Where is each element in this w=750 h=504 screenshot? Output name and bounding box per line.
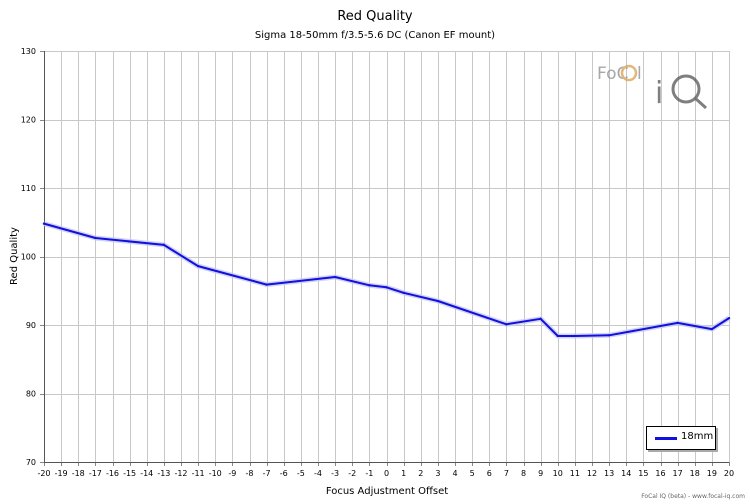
x-tick-label: -7 [263, 469, 271, 478]
data-point [42, 222, 46, 225]
y-tick-label: 110 [21, 184, 36, 193]
x-tick-label: 5 [470, 469, 475, 478]
x-tick-label: -8 [246, 469, 254, 478]
x-tick-label: 11 [570, 469, 580, 478]
data-point [265, 283, 268, 286]
x-tick-label: 8 [521, 469, 526, 478]
x-tick-label: 3 [435, 469, 440, 478]
data-point [710, 327, 714, 331]
x-tick-label: -18 [72, 469, 85, 478]
x-tick-label: -4 [314, 469, 322, 478]
watermark-focal-ring-icon [620, 64, 638, 82]
chart-subtitle: Sigma 18-50mm f/3.5-5.6 DC (Canon EF mou… [255, 30, 495, 41]
x-tick-label: -10 [209, 469, 222, 478]
data-point [539, 317, 542, 321]
x-tick-label: 18 [690, 469, 700, 478]
data-point [368, 284, 371, 287]
y-tick-label: 80 [26, 390, 36, 399]
chart-title: Red Quality [337, 9, 413, 24]
x-tick-label: 15 [638, 469, 648, 478]
x-tick-label: 17 [673, 469, 683, 478]
x-tick-label: 7 [504, 469, 509, 478]
x-tick-label: 14 [621, 469, 631, 478]
y-tick-label: 120 [21, 116, 36, 125]
y-axis-label: Red Quality [9, 227, 20, 285]
x-tick-label: -5 [297, 469, 305, 478]
x-tick-label: -14 [140, 469, 153, 478]
x-tick-label: 13 [604, 469, 614, 478]
legend-swatch-18mm [655, 437, 677, 440]
legend-label-18mm: 18mm [681, 431, 714, 442]
x-tick-label: -11 [192, 469, 205, 478]
data-point [556, 334, 559, 338]
data-point [505, 323, 508, 326]
data-point [94, 236, 97, 240]
legend: 18mm [646, 426, 716, 450]
x-tick-label: 19 [707, 469, 717, 478]
x-tick-label: -12 [174, 469, 187, 478]
data-point [727, 316, 731, 320]
watermark-magnifier-icon [671, 74, 701, 104]
x-tick-label: -1 [365, 469, 373, 478]
credit-text: FoCal IQ (beta) - www.focal-iq.com [641, 493, 745, 500]
x-tick-label: -9 [228, 469, 236, 478]
x-tick-label: 6 [487, 469, 492, 478]
x-tick-label: 0 [384, 469, 389, 478]
y-tick-label: 130 [21, 47, 36, 56]
data-point [196, 264, 200, 268]
data-point [436, 299, 440, 303]
x-tick-label: -2 [348, 469, 356, 478]
watermark-logo: FoC l i [597, 64, 708, 111]
x-tick-label: 2 [418, 469, 423, 478]
x-tick-label: 1 [401, 469, 406, 478]
x-tick-label: -20 [37, 469, 50, 478]
x-tick-label: -15 [123, 469, 136, 478]
grid [44, 51, 730, 463]
series-line-18mm [43, 222, 730, 337]
x-tick-label: 12 [587, 469, 597, 478]
watermark-iq-text: i [655, 76, 663, 111]
data-point [402, 291, 405, 295]
y-tick-label: 70 [26, 458, 36, 467]
x-tick-label: -13 [157, 469, 170, 478]
axes: -20 -19 -18 -17 -16 -15 -14 -13 -12 -11 -10 -9 -8 -7-… [21, 47, 734, 478]
data-point [607, 334, 611, 337]
series-layer [42, 221, 731, 339]
x-tick-label: -16 [106, 469, 119, 478]
x-axis-label: Focus Adjustment Offset [326, 486, 448, 497]
x-tick-label: 4 [452, 469, 457, 478]
data-point [333, 275, 337, 279]
data-point [676, 321, 679, 325]
x-tick-label: -6 [280, 469, 288, 478]
x-tick-label: -3 [331, 469, 339, 478]
x-tick-label: 10 [553, 469, 563, 478]
x-tick-label: -19 [55, 469, 68, 478]
y-tick-label: 90 [26, 321, 36, 330]
watermark-magnifier-handle-icon [693, 96, 708, 110]
watermark-focal-text: FoC [597, 64, 628, 84]
data-point [162, 243, 166, 247]
x-tick-label: 9 [538, 469, 543, 478]
data-point [385, 286, 388, 289]
data-point [573, 334, 577, 338]
x-tick-label: 16 [655, 469, 665, 478]
y-tick-label: 100 [21, 253, 36, 262]
watermark-focal-end-text: l [637, 64, 642, 84]
x-tick-label: -17 [89, 469, 102, 478]
x-tick-label: 20 [724, 469, 734, 478]
